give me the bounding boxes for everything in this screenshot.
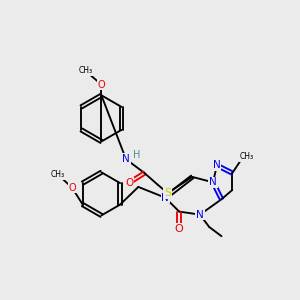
Text: N: N bbox=[196, 210, 204, 220]
Text: CH₃: CH₃ bbox=[240, 152, 254, 161]
Text: N: N bbox=[161, 193, 169, 203]
Text: N: N bbox=[122, 154, 130, 164]
Text: O: O bbox=[175, 224, 184, 233]
Text: O: O bbox=[125, 178, 133, 188]
Text: O: O bbox=[125, 178, 133, 188]
Text: O: O bbox=[98, 80, 105, 89]
Text: S: S bbox=[164, 188, 171, 198]
Text: CH₃: CH₃ bbox=[78, 66, 92, 75]
Text: CH₃: CH₃ bbox=[50, 170, 64, 179]
Text: N: N bbox=[209, 177, 217, 187]
Text: N: N bbox=[122, 154, 130, 164]
Text: O: O bbox=[68, 183, 76, 193]
Text: H: H bbox=[133, 150, 140, 160]
Text: H: H bbox=[133, 150, 140, 160]
Text: N: N bbox=[213, 160, 221, 170]
Text: S: S bbox=[164, 188, 171, 198]
Text: O: O bbox=[98, 80, 105, 89]
Text: O: O bbox=[68, 183, 76, 193]
